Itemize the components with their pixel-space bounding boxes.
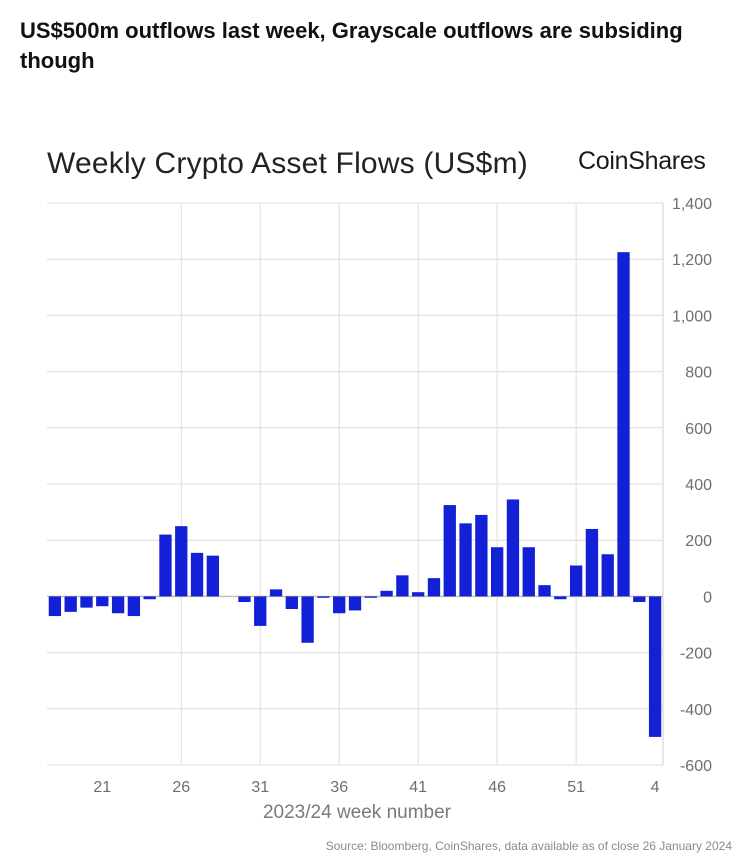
bar <box>159 534 172 597</box>
bar <box>648 596 662 737</box>
bar <box>48 596 62 617</box>
bar <box>254 596 267 626</box>
bar <box>569 565 583 597</box>
bar <box>80 596 93 608</box>
x-tick-label: 21 <box>93 779 111 796</box>
x-tick-label: 4 <box>651 779 660 796</box>
headline: US$500m outflows last week, Grayscale ou… <box>20 18 683 73</box>
x-axis-ticks: 21 26 31 36 41 46 51 4 <box>93 779 659 796</box>
bar <box>175 526 188 597</box>
y-tick-label: -200 <box>680 646 712 663</box>
y-axis-ticks: 1,400 1,200 1,000 800 600 400 200 0 -200 -400 -600 <box>672 196 712 775</box>
chart-title: Weekly Crypto Asset Flows (US$m) <box>47 147 528 180</box>
y-tick-label: 0 <box>703 589 712 606</box>
bar <box>506 499 520 597</box>
y-tick-label: -600 <box>680 758 712 775</box>
x-tick-label: 46 <box>488 779 506 796</box>
bar <box>427 578 441 597</box>
bar <box>127 596 141 617</box>
bar <box>538 585 551 597</box>
bar <box>285 596 298 610</box>
y-tick-label: 1,400 <box>672 196 712 213</box>
bar <box>585 528 599 597</box>
bar <box>522 547 535 597</box>
y-tick-label: 600 <box>685 421 712 438</box>
x-tick-label: 41 <box>409 779 427 796</box>
bar <box>333 596 346 614</box>
y-tick-label: 800 <box>685 365 712 382</box>
bar <box>617 252 630 597</box>
bar <box>238 596 251 603</box>
coinshares-logo: CoinShares <box>578 147 706 175</box>
bar <box>459 523 472 597</box>
bar <box>64 596 77 612</box>
x-tick-label: 26 <box>172 779 190 796</box>
gridlines <box>47 202 664 766</box>
bar <box>96 596 109 607</box>
bar <box>633 596 646 603</box>
x-axis-label: 2023/24 week number <box>263 802 452 823</box>
x-tick-label: 51 <box>567 779 585 796</box>
x-tick-label: 36 <box>330 779 348 796</box>
y-tick-label: -400 <box>680 702 712 719</box>
bar <box>396 575 409 597</box>
bar <box>443 505 456 597</box>
y-tick-label: 1,200 <box>672 252 712 269</box>
y-tick-label: 400 <box>685 477 712 494</box>
source-note: Source: Bloomberg, CoinShares, data avai… <box>325 839 732 853</box>
bar <box>301 596 314 643</box>
bar <box>111 596 125 614</box>
bar <box>190 552 204 597</box>
bar <box>143 596 156 600</box>
bar <box>348 596 362 611</box>
bar <box>364 596 377 598</box>
x-tick-label: 31 <box>251 779 269 796</box>
bar <box>490 547 504 597</box>
bar <box>554 596 567 600</box>
bar <box>475 514 488 597</box>
bars <box>48 252 662 737</box>
bar <box>269 589 283 597</box>
bar <box>380 590 393 597</box>
y-tick-label: 1,000 <box>672 308 712 325</box>
y-tick-label: 200 <box>685 533 712 550</box>
bar <box>206 555 220 597</box>
bar <box>412 592 425 597</box>
bar <box>601 554 614 597</box>
bar <box>317 596 330 598</box>
